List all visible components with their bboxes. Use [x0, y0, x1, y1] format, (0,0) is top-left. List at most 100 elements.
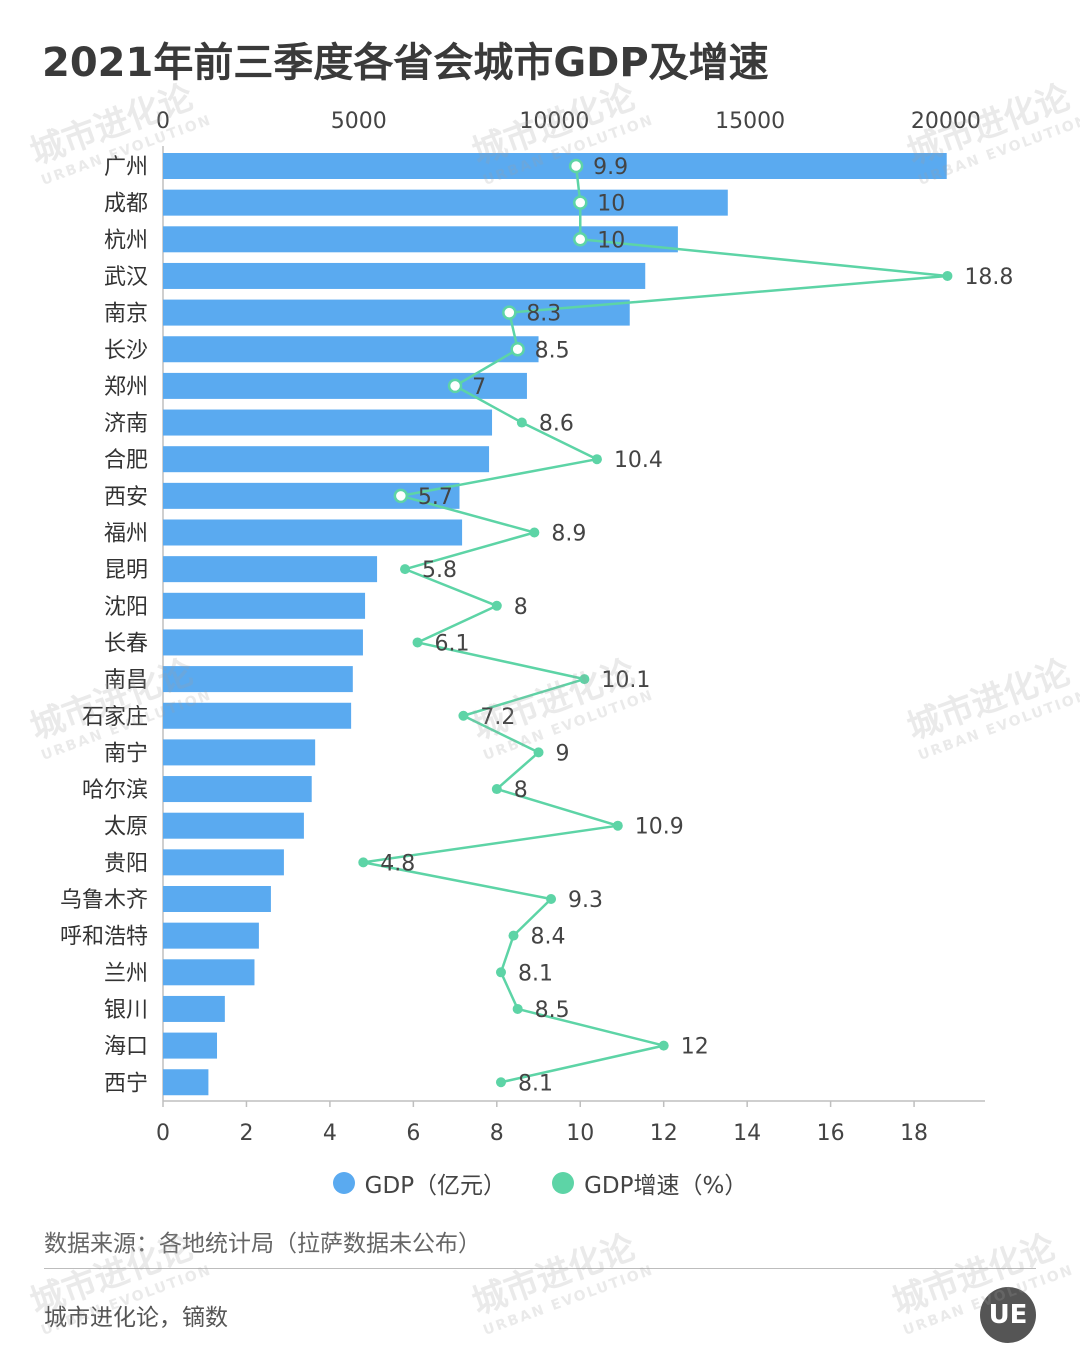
growth-point: [546, 894, 557, 904]
growth-point: [516, 417, 527, 428]
growth-point: [491, 600, 502, 611]
x-bottom-tick-label: 14: [733, 1121, 761, 1146]
gdp-bar: [163, 519, 463, 546]
growth-data-label: 8.1: [518, 961, 553, 986]
growth-data-label: 8.5: [535, 998, 570, 1023]
category-label: 沈阳: [104, 595, 148, 620]
x-top-tick-label: 0: [156, 109, 170, 134]
gdp-bar: [163, 189, 728, 216]
category-label: 南京: [104, 302, 148, 327]
watermark-en: URBAN EVOLUTION: [481, 1262, 657, 1339]
category-label: 哈尔滨: [82, 778, 148, 803]
growth-point: [510, 342, 525, 357]
x-top-tick-label: 20000: [911, 109, 981, 134]
growth-data-label: 8: [514, 595, 528, 620]
gdp-bar: [163, 372, 527, 399]
growth-data-label: 8: [514, 778, 528, 803]
legend-marker-gdp: [332, 1172, 355, 1194]
growth-point: [412, 637, 423, 648]
growth-data-label: 12: [681, 1035, 709, 1060]
gdp-bar: [163, 592, 366, 619]
x-top-tick-label: 15000: [715, 109, 785, 134]
gdp-bar: [163, 629, 363, 656]
growth-point: [612, 820, 623, 831]
gdp-bar: [163, 886, 271, 912]
gdp-bar: [163, 336, 539, 363]
x-bottom-tick-label: 18: [900, 1121, 928, 1146]
author-credit: 城市进化论，镝数: [44, 1305, 228, 1331]
category-label: 福州: [104, 522, 148, 547]
category-label: 郑州: [104, 375, 148, 400]
gdp-bar: [163, 482, 460, 509]
growth-point: [591, 454, 602, 465]
gdp-bar: [163, 1069, 209, 1096]
growth-point: [491, 784, 502, 795]
gdp-bar: [163, 299, 630, 326]
legend-label-growth: GDP增速（%）: [584, 1173, 748, 1199]
growth-point: [573, 232, 588, 247]
growth-point: [400, 564, 411, 575]
growth-data-label: 8.4: [530, 925, 565, 950]
gdp-bar: [163, 262, 646, 289]
legend-label-gdp: GDP（亿元）: [364, 1173, 507, 1199]
growth-data-label: 8.3: [526, 302, 561, 327]
category-label: 呼和浩特: [60, 925, 148, 950]
category-label: 南昌: [104, 668, 148, 693]
category-label: 西宁: [104, 1071, 148, 1096]
category-label: 银川: [104, 998, 148, 1023]
category-label: 贵阳: [104, 851, 148, 876]
growth-data-label: 7.2: [480, 705, 515, 730]
gdp-bar: [163, 776, 312, 803]
footer-divider: [44, 1268, 1036, 1269]
growth-data-label: 10.9: [635, 815, 684, 840]
category-label: 济南: [104, 412, 148, 437]
growth-point: [942, 270, 953, 281]
legend-marker-growth: [552, 1172, 575, 1194]
category-label: 西安: [104, 485, 148, 510]
legend-item-gdp[interactable]: GDP（亿元）: [332, 1166, 507, 1200]
legend-item-growth[interactable]: GDP增速（%）: [552, 1166, 747, 1200]
growth-data-label: 8.5: [535, 338, 570, 363]
growth-data-label: 10: [597, 192, 625, 217]
x-top-tick-label: 5000: [331, 109, 387, 134]
gdp-bar: [163, 556, 378, 583]
growth-point: [533, 747, 544, 758]
x-bottom-tick-label: 12: [650, 1121, 678, 1146]
category-label: 杭州: [104, 228, 148, 253]
x-bottom-tick-label: 0: [156, 1121, 170, 1146]
category-label: 兰州: [104, 961, 148, 986]
category-label: 太原: [104, 815, 148, 840]
growth-point: [512, 1003, 523, 1014]
gdp-bar: [163, 812, 304, 839]
growth-data-label: 6.1: [435, 631, 470, 656]
gdp-bar: [163, 739, 316, 766]
category-label: 长沙: [104, 338, 148, 363]
category-label: 成都: [104, 192, 148, 217]
growth-point: [458, 710, 469, 721]
x-bottom-tick-label: 6: [406, 1121, 420, 1146]
category-label: 昆明: [104, 558, 148, 583]
growth-data-label: 9.3: [568, 888, 603, 913]
gdp-bar: [163, 922, 259, 949]
x-bottom-tick-label: 16: [817, 1121, 845, 1146]
ue-logo: UE: [980, 1287, 1036, 1343]
watermark: 城市进化论 URBAN EVOLUTION: [464, 1216, 656, 1339]
category-label: 武汉: [104, 265, 148, 290]
watermark-cn: 城市进化论: [887, 1227, 1061, 1323]
category-label: 石家庄: [82, 705, 148, 730]
x-top-tick-label: 10000: [519, 109, 589, 134]
x-bottom-tick-label: 8: [490, 1121, 504, 1146]
chart-legend: GDP（亿元） GDP增速（%）: [0, 1166, 1080, 1200]
growth-data-label: 8.9: [551, 522, 586, 547]
category-label: 合肥: [104, 448, 148, 473]
gdp-bar: [163, 959, 255, 986]
growth-data-label: 10.1: [601, 668, 650, 693]
growth-point: [579, 674, 590, 685]
growth-data-label: 10.4: [614, 448, 663, 473]
gdp-bar: [163, 153, 947, 179]
gdp-bar: [163, 995, 225, 1022]
category-label: 长春: [104, 631, 148, 656]
growth-data-label: 8.6: [539, 412, 574, 437]
growth-data-label: 5.7: [418, 485, 453, 510]
category-label: 海口: [104, 1035, 148, 1060]
